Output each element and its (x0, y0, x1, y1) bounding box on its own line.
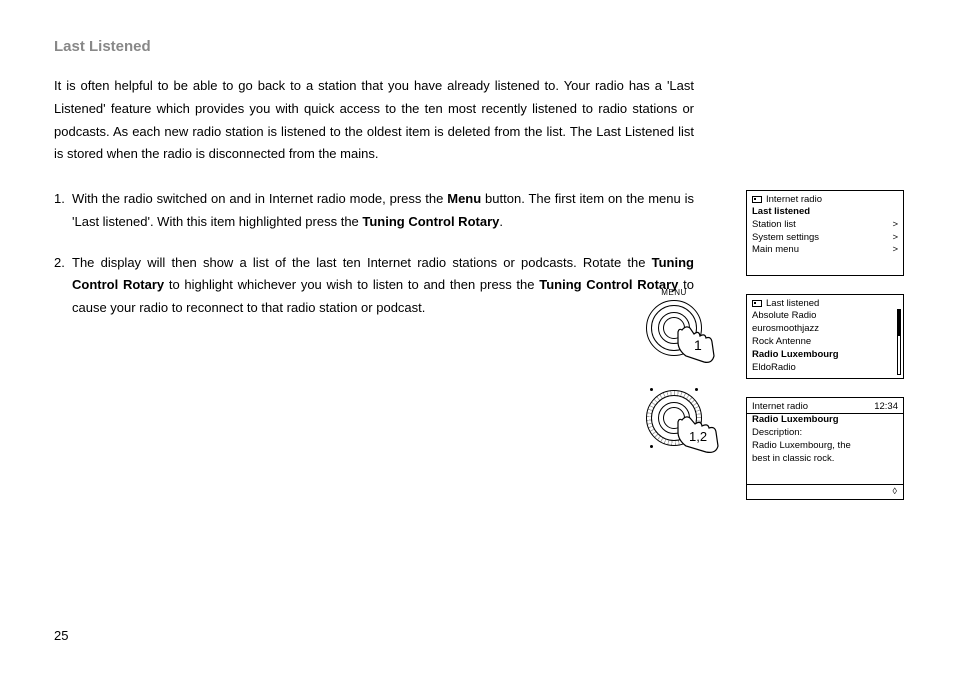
wifi-icon: ◊ (893, 486, 897, 496)
section-heading: Last Listened (54, 38, 904, 55)
tuning-dial: 1,2 (646, 390, 702, 446)
clock-time: 12:34 (874, 401, 898, 412)
hand-icon: 1 (676, 326, 720, 366)
step-2-number: 2. (54, 252, 72, 320)
step-1: 1. With the radio switched on and in Int… (54, 188, 694, 234)
screen3-desc-1: Radio Luxembourg, the (752, 440, 898, 453)
menu-button-illustration: MENU 1 (634, 288, 714, 356)
screen3-desc-label: Description: (752, 427, 898, 440)
screen2-row-3: Rock Antenne (752, 336, 893, 349)
screen-now-playing: Internet radio 12:34 Radio Luxembourg De… (746, 397, 904, 499)
tuning-rotary-illustration: 1,2 (634, 390, 714, 446)
screen2-header: Last listened (752, 298, 893, 310)
dial1-callout-text: 1 (694, 337, 702, 353)
screen-last-listened-list: Last listened Absolute Radio eurosmoothj… (746, 294, 904, 379)
scrollbar (897, 309, 901, 375)
hand-icon: 1,2 (676, 416, 720, 456)
screen1-row-main-menu: Main menu> (752, 244, 898, 257)
screen2-row-5: EldoRadio (752, 362, 893, 375)
screen1-row-station-list: Station list> (752, 219, 898, 232)
menu-label: MENU (634, 288, 714, 297)
right-column: Internet radio Last listened Station lis… (714, 190, 904, 518)
menu-dial: 1 (646, 300, 702, 356)
page-number: 25 (54, 628, 68, 643)
screen1-header: Internet radio (752, 194, 898, 206)
screen2-row-2: eurosmoothjazz (752, 323, 893, 336)
screen2-row-1: Absolute Radio (752, 310, 893, 323)
screen1-row-system-settings: System settings> (752, 232, 898, 245)
screen3-station: Radio Luxembourg (752, 414, 898, 427)
radio-icon (752, 300, 762, 307)
step-2: 2. The display will then show a list of … (54, 252, 694, 320)
screen3-desc-2: best in classic rock. (752, 453, 898, 466)
radio-icon (752, 196, 762, 203)
screen1-row-last-listened: Last listened (752, 206, 898, 219)
screen2-row-4: Radio Luxembourg (752, 349, 893, 362)
screen3-header: Internet radio 12:34 (752, 401, 898, 412)
screen-internet-radio-menu: Internet radio Last listened Station lis… (746, 190, 904, 276)
step-2-body: The display will then show a list of the… (72, 252, 694, 320)
intro-paragraph: It is often helpful to be able to go bac… (54, 75, 694, 166)
dial2-callout-text: 1,2 (689, 429, 707, 444)
step-1-number: 1. (54, 188, 72, 234)
step-1-body: With the radio switched on and in Intern… (72, 188, 694, 234)
